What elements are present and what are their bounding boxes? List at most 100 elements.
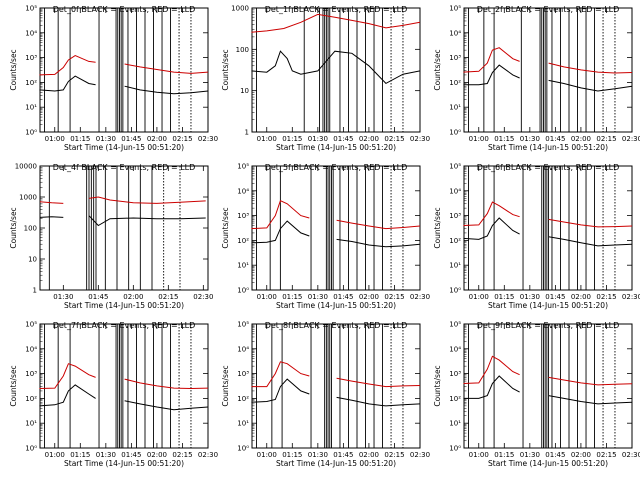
- series-line: [39, 384, 96, 407]
- x-tick-label: 01:30: [520, 451, 540, 459]
- series-line: [39, 75, 96, 92]
- x-tick-label: 01:15: [494, 293, 514, 301]
- y-tick-label: 1: [245, 129, 249, 137]
- x-tick-label: 01:15: [282, 293, 302, 301]
- x-tick-label: 02:30: [198, 451, 218, 459]
- y-axis-label: Counts/sec: [9, 207, 18, 248]
- chart-panel: Det_0f BLACK = Events, RED = LLD 10⁰ 10¹ 10…: [9, 5, 218, 153]
- y-tick-label: 10¹: [449, 262, 461, 270]
- x-axis-label: Start Time (14-Jun-15 00:51:20): [276, 459, 396, 468]
- x-tick-label: 01:30: [53, 293, 73, 301]
- y-tick-label: 10⁴: [25, 29, 37, 37]
- x-tick-label: 01:15: [494, 135, 514, 143]
- series-line: [548, 236, 633, 247]
- y-tick-label: 10¹: [237, 262, 249, 270]
- y-tick-label: 10⁴: [237, 345, 249, 353]
- x-tick-label: 02:00: [123, 293, 143, 301]
- y-tick-label: 10¹: [449, 104, 461, 112]
- chart-title: Det_1f BLACK = Events, RED = LLD: [265, 5, 408, 14]
- y-axis-label: Counts/sec: [433, 365, 442, 406]
- x-tick-label: 01:15: [494, 451, 514, 459]
- chart-title: Det_9f BLACK = Events, RED = LLD: [477, 321, 620, 330]
- series-line: [88, 196, 206, 204]
- y-tick-label: 100: [236, 46, 249, 54]
- series-line: [251, 361, 310, 388]
- x-tick-label: 01:30: [96, 135, 116, 143]
- y-tick-label: 10⁵: [449, 321, 461, 329]
- y-tick-label: 10⁴: [237, 187, 249, 195]
- y-tick-label: 10⁵: [237, 321, 249, 329]
- x-tick-label: 01:00: [257, 135, 277, 143]
- y-tick-label: 10⁰: [449, 129, 461, 137]
- y-tick-label: 10⁰: [237, 287, 249, 295]
- series-line: [39, 363, 96, 389]
- x-tick-label: 02:00: [359, 293, 379, 301]
- chart-panel: Det_1f BLACK = Events, RED = LLD 1 10 100 10…: [221, 5, 430, 153]
- plot-frame: [463, 7, 633, 133]
- x-tick-label: 02:15: [384, 293, 404, 301]
- y-axis-label: Counts/sec: [221, 365, 230, 406]
- y-tick-label: 10²: [25, 395, 37, 403]
- x-tick-label: 01:45: [545, 451, 565, 459]
- y-tick-label: 10¹: [237, 420, 249, 428]
- x-tick-label: 02:00: [571, 451, 591, 459]
- y-tick-label: 10²: [237, 395, 249, 403]
- y-tick-label: 10⁴: [449, 187, 461, 195]
- x-tick-label: 01:45: [333, 293, 353, 301]
- series-line: [336, 238, 421, 248]
- series-line: [548, 62, 633, 74]
- chart-panel: Det_2f BLACK = Events, RED = LLD 10⁰ 10¹ 10…: [433, 5, 640, 153]
- x-tick-label: 01:00: [469, 135, 489, 143]
- y-tick-label: 10³: [25, 370, 37, 378]
- x-tick-label: 01:45: [121, 135, 141, 143]
- series-line: [463, 64, 520, 86]
- x-axis-label: Start Time (14-Jun-15 00:51:20): [276, 301, 396, 310]
- y-tick-label: 10⁵: [237, 163, 249, 171]
- y-tick-label: 10²: [449, 395, 461, 403]
- series-line: [548, 376, 633, 386]
- series-line: [124, 85, 209, 95]
- x-axis-label: Start Time (14-Jun-15 00:51:20): [276, 143, 396, 152]
- x-tick-label: 02:15: [596, 293, 616, 301]
- plot-frame: [251, 7, 421, 133]
- y-tick-label: 10³: [237, 212, 249, 220]
- x-tick-label: 01:00: [257, 293, 277, 301]
- plot-frame: [251, 165, 421, 291]
- series-line: [39, 55, 96, 76]
- x-tick-label: 02:00: [147, 451, 167, 459]
- chart-title: Det_8f BLACK = Events, RED = LLD: [265, 321, 408, 330]
- y-tick-label: 10²: [25, 79, 37, 87]
- x-axis-label: Start Time (14-Jun-15 00:51:20): [64, 459, 184, 468]
- chart-title: Det_4f BLACK = Events, RED = LLD: [53, 163, 196, 172]
- y-axis-label: Counts/sec: [9, 365, 18, 406]
- x-tick-label: 01:00: [469, 293, 489, 301]
- y-axis-label: Counts/sec: [433, 207, 442, 248]
- x-tick-label: 02:30: [198, 135, 218, 143]
- y-tick-label: 10²: [449, 79, 461, 87]
- x-tick-label: 02:30: [410, 293, 430, 301]
- series-line: [124, 378, 209, 390]
- x-tick-label: 02:15: [172, 135, 192, 143]
- x-tick-label: 01:30: [308, 135, 328, 143]
- x-tick-label: 02:15: [384, 135, 404, 143]
- y-axis-label: Counts/sec: [221, 49, 230, 90]
- x-tick-label: 02:00: [359, 135, 379, 143]
- y-tick-label: 10⁵: [449, 5, 461, 13]
- y-tick-label: 10⁵: [25, 321, 37, 329]
- series-line: [39, 216, 64, 218]
- y-axis-label: Counts/sec: [221, 207, 230, 248]
- x-tick-label: 01:15: [70, 451, 90, 459]
- x-axis-label: Start Time (14-Jun-15 00:51:20): [488, 301, 608, 310]
- y-axis-label: Counts/sec: [433, 49, 442, 90]
- chart-title: Det_2f BLACK = Events, RED = LLD: [477, 5, 620, 14]
- chart-title: Det_7f BLACK = Events, RED = LLD: [53, 321, 196, 330]
- x-axis-label: Start Time (14-Jun-15 00:51:20): [64, 143, 184, 152]
- series-line: [463, 201, 520, 226]
- x-tick-label: 01:15: [282, 451, 302, 459]
- y-tick-label: 10⁰: [449, 287, 461, 295]
- x-tick-label: 02:15: [596, 135, 616, 143]
- y-axis-label: Counts/sec: [9, 49, 18, 90]
- x-tick-label: 02:00: [359, 451, 379, 459]
- x-axis-label: Start Time (14-Jun-15 00:51:20): [488, 143, 608, 152]
